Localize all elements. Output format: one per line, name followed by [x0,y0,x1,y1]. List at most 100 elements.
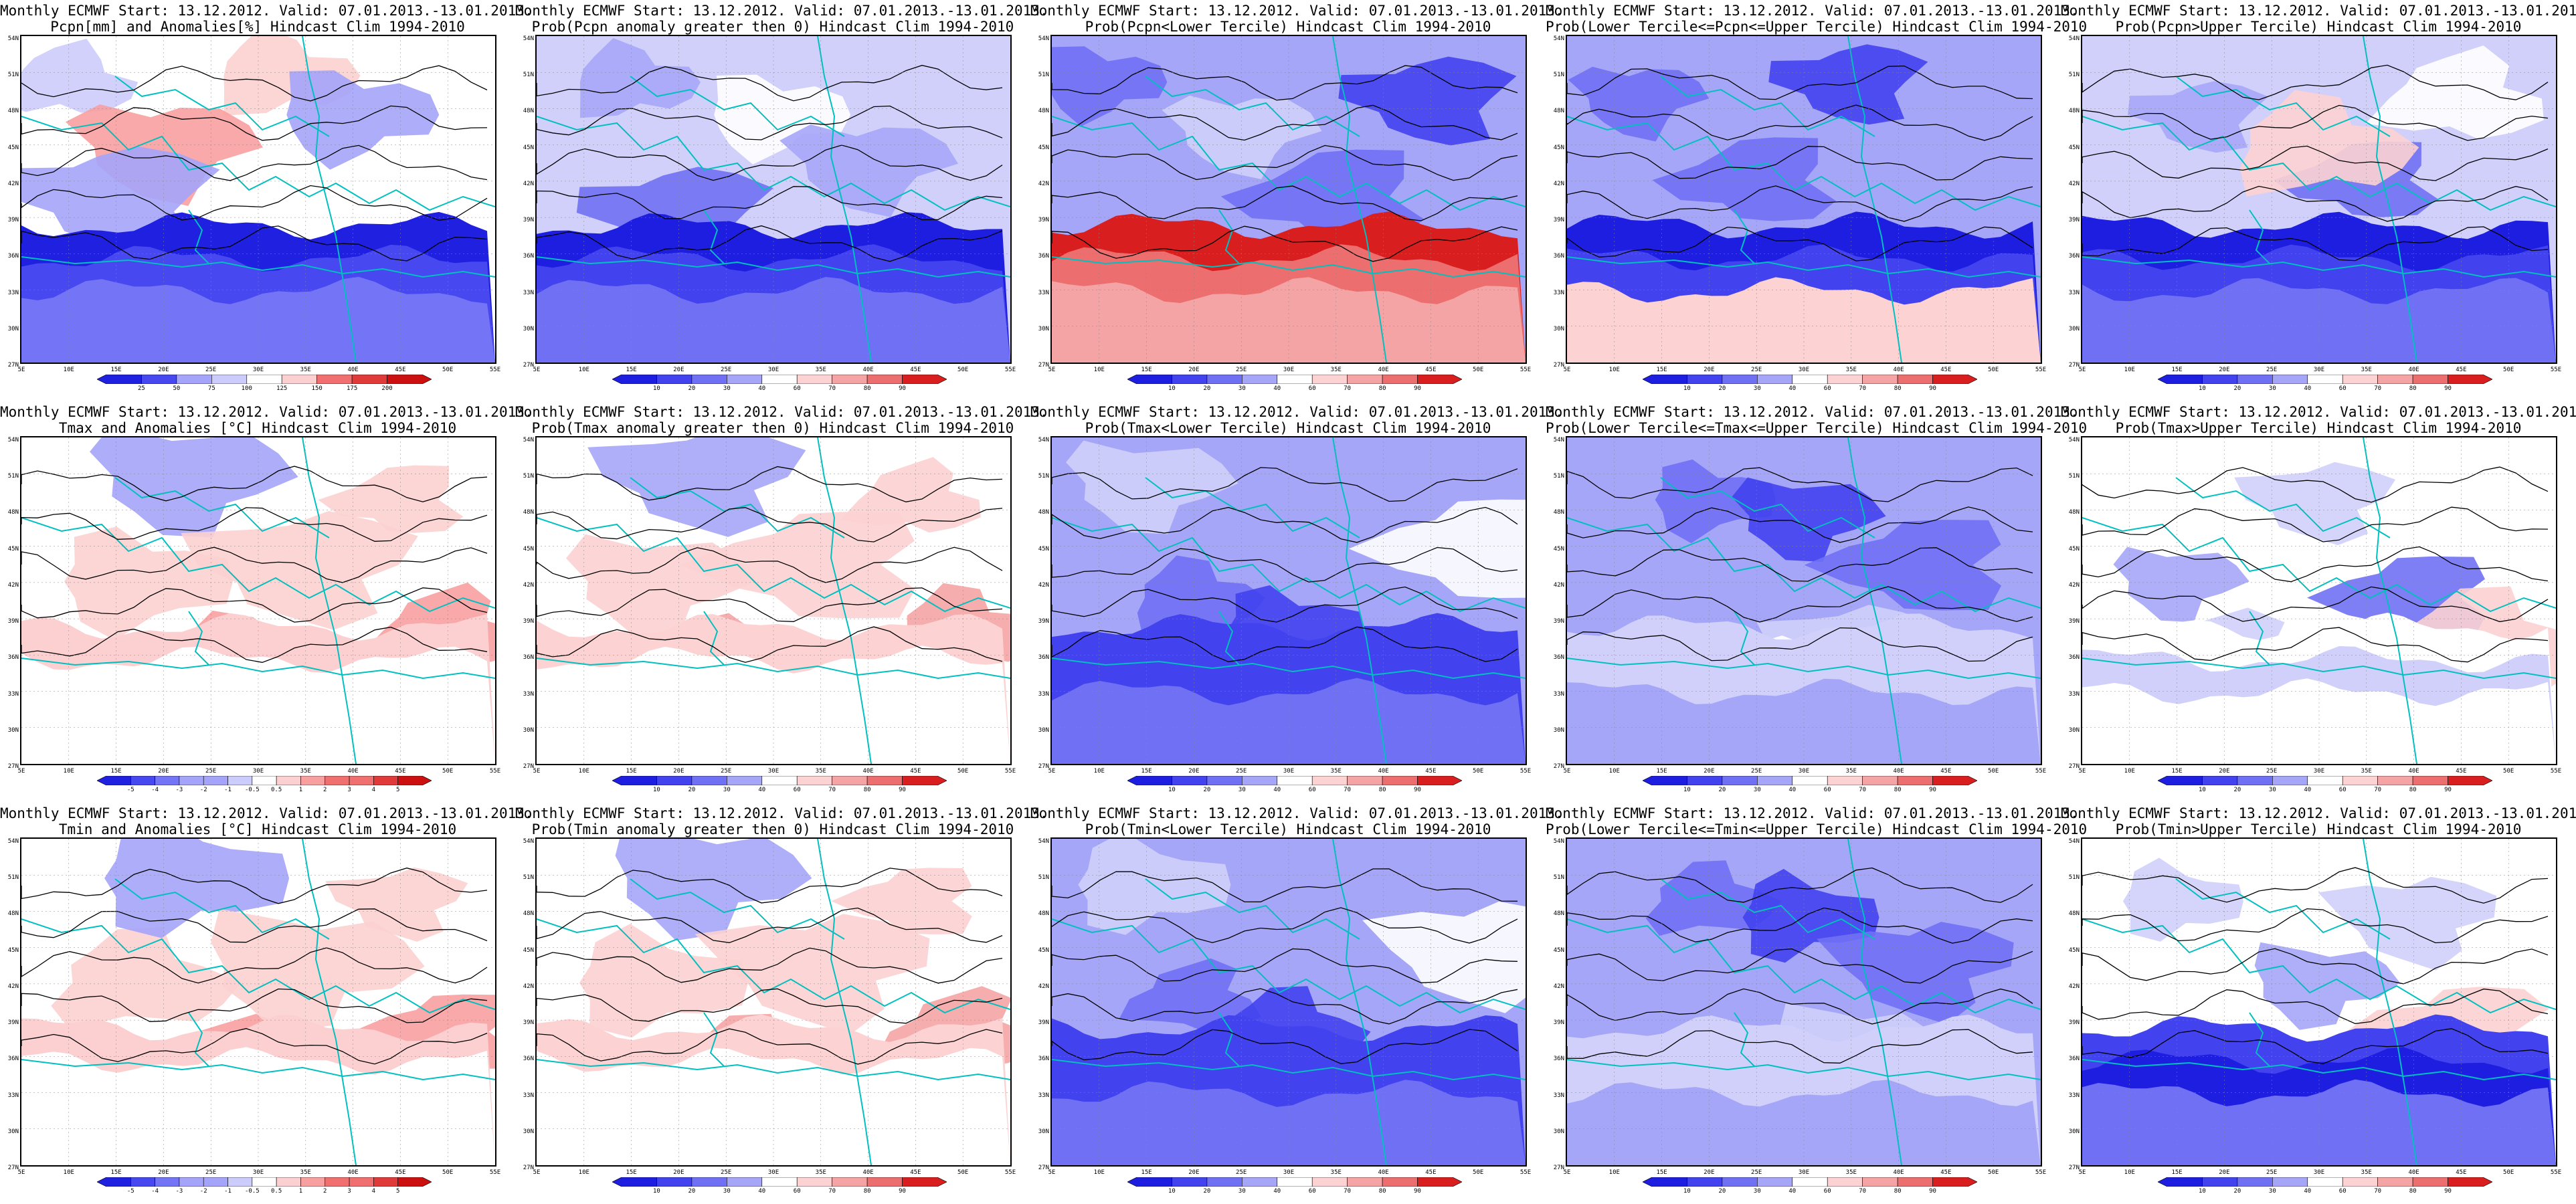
lon-tick-label: 45E [395,367,406,373]
lat-tick-label: 27N [1038,1165,1049,1171]
lat-tick-label: 36N [7,654,19,662]
map-panel: Monthly ECMWF Start: 13.12.2012. Valid: … [2061,803,2576,1204]
field-area [1349,499,1526,598]
panel-title-line-1: Monthly ECMWF Start: 13.12.2012. Valid: … [1030,805,1564,821]
lon-tick-label: 55E [489,367,501,373]
field-area [1362,901,1526,1013]
map-plot [20,436,496,765]
lon-tick-label: 15E [110,768,122,775]
coastline [21,658,495,680]
colorbar-tick-label: 70 [1859,385,1867,392]
colorbar-labels: 10 20 30 40 60 70 80 90 [612,385,947,395]
field-area [325,867,468,942]
lon-tick-label: 5E [533,768,541,775]
colorbar-tick-label: 60 [2338,385,2347,392]
colorbar-tick-label: 30 [1238,1188,1246,1195]
colorbar-swatch [316,375,353,384]
map-panel: Monthly ECMWF Start: 13.12.2012. Valid: … [1030,401,1564,803]
contour-line [537,587,1003,622]
contour-line [1052,144,1518,181]
lon-tick-label: 45E [1425,367,1437,373]
colorbar-swatch [179,1177,204,1187]
colorbar-tick-label: 20 [1718,1188,1726,1195]
colorbar-swatch [2237,776,2273,785]
panel-title-line-1: Monthly ECMWF Start: 13.12.2012. Valid: … [515,3,1048,19]
panel-title-line-2: Prob(Tmin>Upper Tercile) Hindcast Clim 1… [2115,821,2522,837]
colorbar-swatch [1172,375,1208,384]
lon-tick-label: 30E [252,367,264,373]
lon-tick-label: 10E [63,1169,74,1176]
map-field [1567,437,2041,764]
colorbar-swatch [1277,776,1313,785]
lon-tick-label: 10E [578,367,589,373]
map-panel: Monthly ECMWF Start: 13.12.2012. Valid: … [0,803,533,1204]
lon-tick-label: 15E [626,1169,637,1176]
colorbar-tick-label: 40 [758,385,766,392]
lat-tick-label: 33N [1553,1092,1564,1099]
colorbar-tick-label: 80 [1378,385,1386,392]
colorbar-tick-label: 10 [653,1188,660,1195]
lat-tick-label: 30N [1038,1128,1049,1135]
map-field [1052,839,1526,1165]
lon-tick-label: 50E [957,367,969,373]
lat-tick-label: 51N [523,473,534,480]
lat-tick-label: 54N [1038,35,1049,42]
lon-tick-label: 5E [2078,768,2086,775]
lon-tick-label: 35E [1845,367,1857,373]
colorbar-tick-label: 10 [1683,385,1691,392]
lat-tick-label: 48N [7,108,19,115]
colorbar-tick-label: 70 [2374,1188,2382,1195]
colorbar-tick-label: 90 [1929,385,1936,392]
colorbar-swatch [1722,375,1758,384]
colorbar-tick-label: 20 [1203,1188,1211,1195]
lon-tick-label: 50E [442,367,454,373]
contour-line [1567,506,2033,543]
colorbar-swatch [1242,375,1278,384]
colorbar-tick-label: -5 [126,1188,134,1195]
lon-tick-label: 45E [910,367,921,373]
coastline [1734,209,1755,264]
map-field [21,36,495,363]
colorbar-tick-label: 10 [1683,1188,1691,1195]
lat-tick-label: 45N [2068,144,2080,151]
coastline [302,36,357,363]
lat-tick-label: 36N [1038,253,1049,260]
lon-tick-label: 25E [1236,367,1247,373]
lon-tick-label: 10E [2124,768,2135,775]
lat-tick-label: 39N [523,217,534,224]
colorbar-swatch [2448,1177,2492,1187]
colorbar-tick-label: -5 [126,787,134,793]
panel-title-line-1: Monthly ECMWF Start: 13.12.2012. Valid: … [1546,404,2079,420]
lon-tick-label: 10E [1093,768,1105,775]
colorbar-swatch [691,375,727,384]
map-field [2082,839,2556,1165]
lon-tick-label: 15E [1141,367,1152,373]
coastline [703,611,725,666]
lon-tick-label: 35E [1845,768,1857,775]
panel-title-line-1: Monthly ECMWF Start: 13.12.2012. Valid: … [1546,3,2079,19]
lat-tick-label: 39N [7,618,19,625]
panel-title-line-2: Prob(Tmin<Lower Tercile) Hindcast Clim 1… [1085,821,1491,837]
panel-title-line-1: Monthly ECMWF Start: 13.12.2012. Valid: … [515,404,1048,420]
lat-tick-label: 42N [2068,983,2080,990]
lat-tick-label: 54N [1553,838,1564,845]
colorbar-tick-label: 80 [863,1188,871,1195]
field-area [181,511,418,630]
colorbar-swatch [1127,1177,1172,1187]
lat-tick-label: 39N [523,618,534,625]
lon-tick-label: 40E [1378,1169,1389,1176]
panel-title: Monthly ECMWF Start: 13.12.2012. Valid: … [2061,805,2576,837]
lon-tick-label: 40E [2408,367,2419,373]
contour-line [2082,586,2549,623]
lat-tick-label: 33N [2068,1092,2080,1099]
coastline [2249,1012,2270,1067]
colorbar-tick-label: 10 [1168,385,1176,392]
lon-tick-label: 25E [1236,1169,1247,1176]
colorbar-swatch [1643,776,1687,785]
lat-tick-label: 36N [523,1056,534,1063]
lat-tick-label: 36N [523,654,534,662]
colorbar-swatch [1722,1177,1758,1187]
colorbar-tick-label: 90 [1414,1188,1421,1195]
lon-tick-label: 55E [2035,1169,2047,1176]
lon-tick-label: 25E [721,367,732,373]
